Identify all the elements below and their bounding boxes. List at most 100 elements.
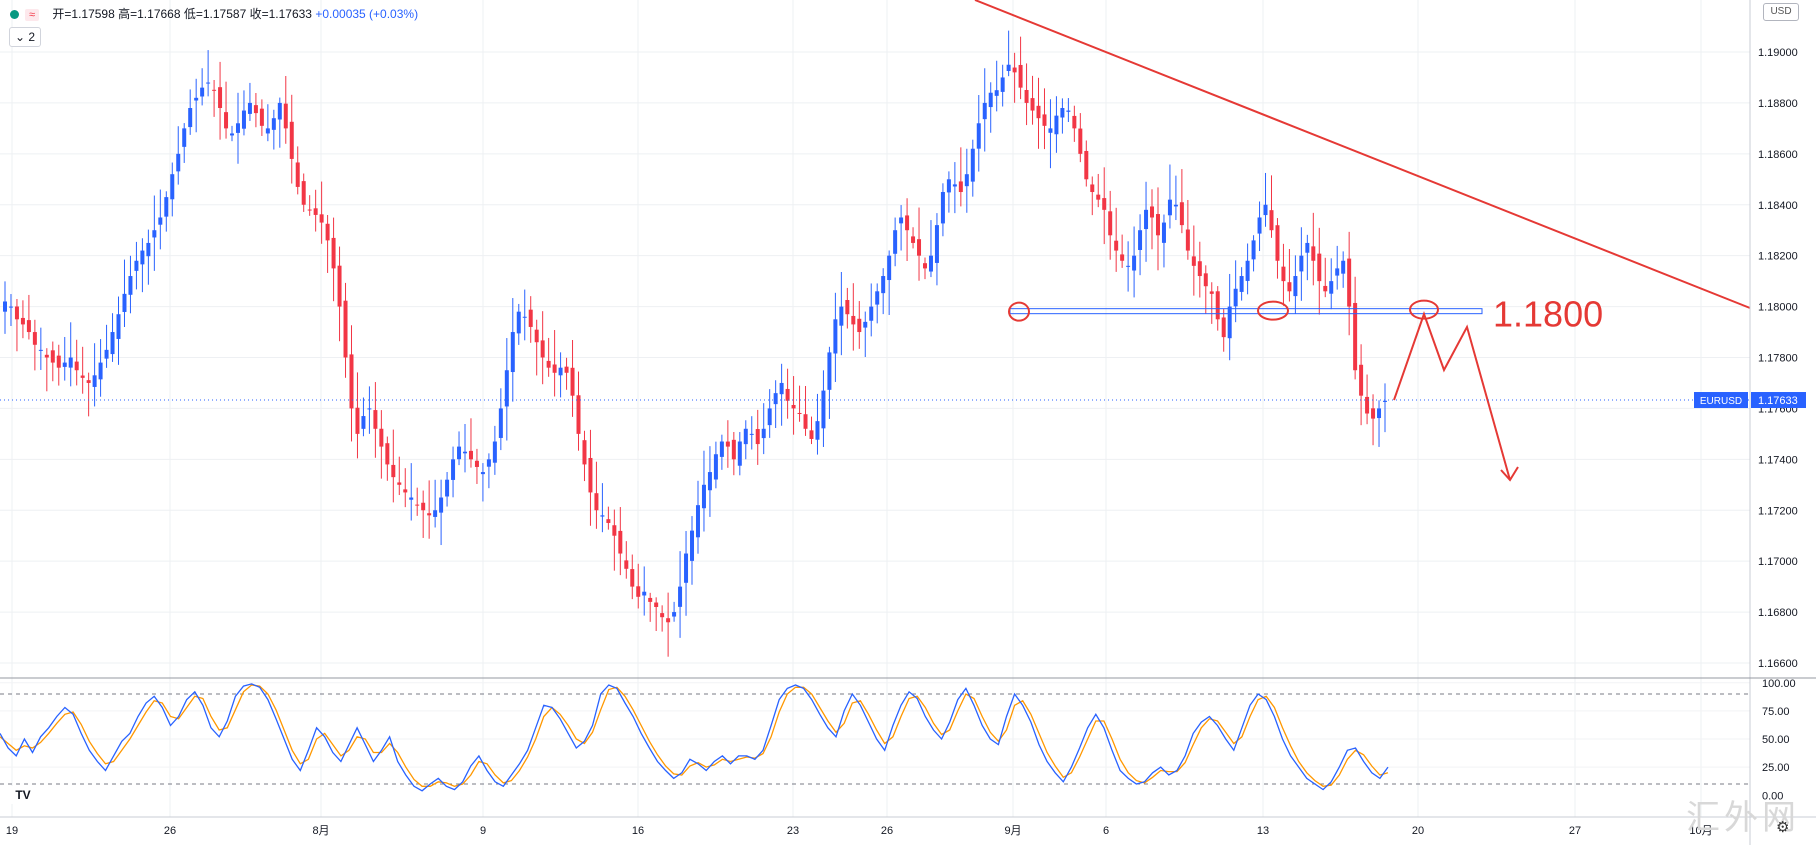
candle-body [74,361,79,371]
chevron-down-icon: ⌄ [14,30,26,44]
level-circle [1409,299,1439,320]
candle-body [988,92,993,108]
candle-body [1221,317,1226,338]
candle-body [779,382,784,395]
candle-body [893,230,898,254]
candle-body [283,103,288,129]
stoch-tick-label: 25.00 [1762,762,1790,774]
candle-body [946,179,951,193]
candle-body [295,162,300,187]
symbol-label: EURUSD [1700,396,1742,407]
candle-body [737,441,742,466]
candle-body [128,276,133,295]
tradingview-logo-icon[interactable]: TV [10,786,36,804]
candle-body [38,349,43,351]
time-tick-label: 10月 [1689,825,1712,837]
candle-body [188,108,193,128]
candle-body [791,404,796,409]
last-price-tag [1751,392,1806,409]
candle-body [403,489,408,493]
projection-arrowhead [1500,466,1519,482]
price-tick-label: 1.16600 [1758,658,1798,670]
candle-body [695,505,700,538]
candle-body [845,300,850,315]
candle-body [851,315,856,325]
candle-body [1341,260,1346,274]
candle-body [648,597,653,602]
candle-body [427,513,432,516]
candle-body [421,502,426,511]
candle-body [110,332,115,355]
candle-body [928,255,933,272]
candle-body [433,510,438,517]
price-tick-label: 1.18400 [1758,200,1798,212]
candle-body [367,408,372,410]
price-tick-label: 1.17800 [1758,353,1798,365]
candle-body [86,380,91,383]
candle-body [1078,128,1083,154]
grid-lines [0,0,1750,817]
candle-body [98,362,103,380]
candle-body [1042,114,1047,126]
candle-body [134,260,139,271]
candle-body [20,317,25,325]
collapse-legend-button[interactable]: ⌄ 2 [9,27,41,47]
time-tick-label: 6 [1103,825,1109,837]
candle-body [343,300,348,358]
last-price-label: 1.17633 [1758,395,1798,407]
candle-body [224,112,229,129]
candle-body [612,525,617,536]
stoch-tick-label: 0.00 [1762,790,1783,802]
candle-body [1293,276,1298,297]
candle-body [1167,199,1172,216]
candle-body [833,319,838,354]
price-tick-label: 1.17000 [1758,556,1798,568]
price-tick-label: 1.19000 [1758,47,1798,59]
candle-body [713,454,718,480]
candle-body [1323,285,1328,292]
candle-body [1329,281,1334,294]
price-tick-label: 1.18200 [1758,251,1798,263]
candle-body [1126,265,1131,267]
status-dot-icon [10,10,19,20]
candle-body [923,263,927,269]
candle-body [14,306,19,320]
candle-body [182,128,187,147]
time-tick-label: 26 [164,825,176,837]
candle-body [379,428,384,447]
candle-body [809,430,814,439]
candle-body [522,316,527,318]
candle-body [588,457,593,493]
candle-body [1209,291,1214,294]
candle-body [212,89,217,91]
time-tick-label: 20 [1412,825,1424,837]
candle-body [146,242,151,257]
currency-selector[interactable]: USD [1763,3,1799,21]
candle-body [875,291,880,305]
legend-high: 高=1.17668 [118,7,181,21]
wave-icon[interactable]: ≈ [25,9,40,21]
candle-body [104,349,109,359]
symbol-tag [1694,392,1748,409]
gear-icon[interactable]: ⚙ [1776,819,1790,836]
candle-body [463,451,467,454]
candle-body [140,250,145,265]
candle-body [1036,105,1041,119]
candle-body [468,450,473,460]
candle-body [666,618,671,623]
candle-body [1287,282,1292,292]
candle-body [1090,184,1095,193]
candle-body [206,82,211,84]
candle-body [672,612,677,617]
price-tick-label: 1.16800 [1758,607,1798,619]
candle-body [660,613,665,618]
candle-body [1311,246,1316,261]
candle-body [474,460,479,467]
candle-body [445,479,450,497]
candle-body [3,301,7,312]
time-tick-label: 16 [632,825,644,837]
candle-body [881,276,886,294]
candle-body [731,439,736,460]
candle-body [863,321,868,328]
